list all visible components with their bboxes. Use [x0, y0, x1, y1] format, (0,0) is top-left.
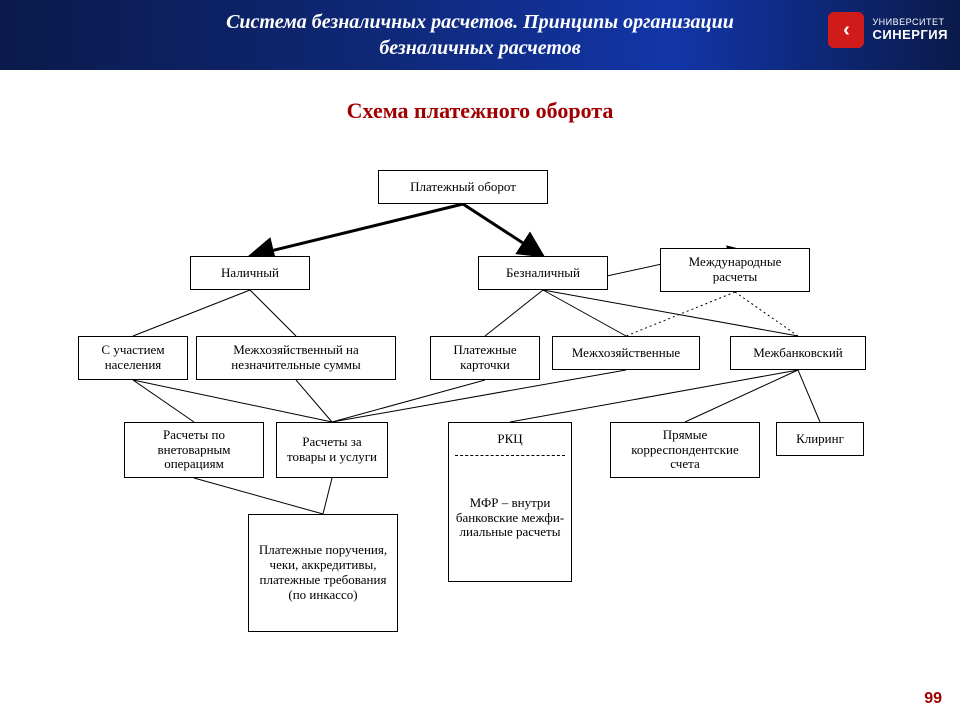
header-title-line1: Система безналичных расчетов. Принципы о… [226, 9, 734, 35]
node-rkc-bottom: МФР – внутри банковские межфи­лиальные р… [455, 461, 565, 575]
node-rkc-separator [455, 455, 565, 456]
node-inter: Межхозяйственные [552, 336, 700, 370]
node-noncash: Безналичный [478, 256, 608, 290]
logo-text-line2: СИНЕРГИЯ [872, 28, 948, 42]
edge-root-cash [250, 204, 463, 256]
diagram-title: Схема платежного оборота [0, 98, 960, 124]
node-corr: Прямые корреспондентские счета [610, 422, 760, 478]
header-title-line2: безналичных расчетов [226, 35, 734, 61]
edge-nontrade-instr [194, 478, 323, 514]
edge-cards-trade [332, 380, 485, 422]
edge-small-trade [296, 380, 332, 422]
page-number: 99 [924, 690, 942, 708]
slide-header: Система безналичных расчетов. Принципы о… [0, 0, 960, 70]
edge-noncash-bank [543, 290, 798, 336]
node-instr: Платежные поручения, чеки, аккредитивы, … [248, 514, 398, 632]
edge-intl-inter [626, 292, 735, 336]
edge-cash-pop [133, 290, 250, 336]
diagram-stage: Платежный оборот Наличный Безналичный Между… [0, 170, 960, 690]
brand-logo: ‹ УНИВЕРСИТЕТ СИНЕРГИЯ [828, 12, 948, 48]
edge-bank-clear [798, 370, 820, 422]
logo-badge-icon: ‹ [828, 12, 864, 48]
edge-noncash-inter [543, 290, 626, 336]
node-small: Межхозяйственный на незначительные суммы [196, 336, 396, 380]
logo-text: УНИВЕРСИТЕТ СИНЕРГИЯ [872, 18, 948, 41]
header-title: Система безналичных расчетов. Принципы о… [226, 9, 734, 61]
node-pop: С участием населения [78, 336, 188, 380]
edge-pop-nontrade [133, 380, 194, 422]
edge-bank-rkc [510, 370, 798, 422]
node-rkc: РКЦ МФР – внутри банковские межфи­лиальны… [448, 422, 572, 582]
edge-cash-small [250, 290, 296, 336]
edge-trade-instr [323, 478, 332, 514]
edge-intl-bank [735, 292, 798, 336]
edge-bank-corr [685, 370, 798, 422]
node-root: Платежный оборот [378, 170, 548, 204]
node-cards: Платежные карточки [430, 336, 540, 380]
node-rkc-top: РКЦ [449, 423, 571, 455]
node-bank: Межбанковский [730, 336, 866, 370]
node-cash: Наличный [190, 256, 310, 290]
node-nontrade: Расчеты по внетоварным операциям [124, 422, 264, 478]
edge-noncash-cards [485, 290, 543, 336]
node-clear: Клиринг [776, 422, 864, 456]
edge-pop-trade [133, 380, 332, 422]
node-intl: Международные расчеты [660, 248, 810, 292]
node-trade: Расчеты за товары и услуги [276, 422, 388, 478]
edge-root-noncash [463, 204, 543, 256]
